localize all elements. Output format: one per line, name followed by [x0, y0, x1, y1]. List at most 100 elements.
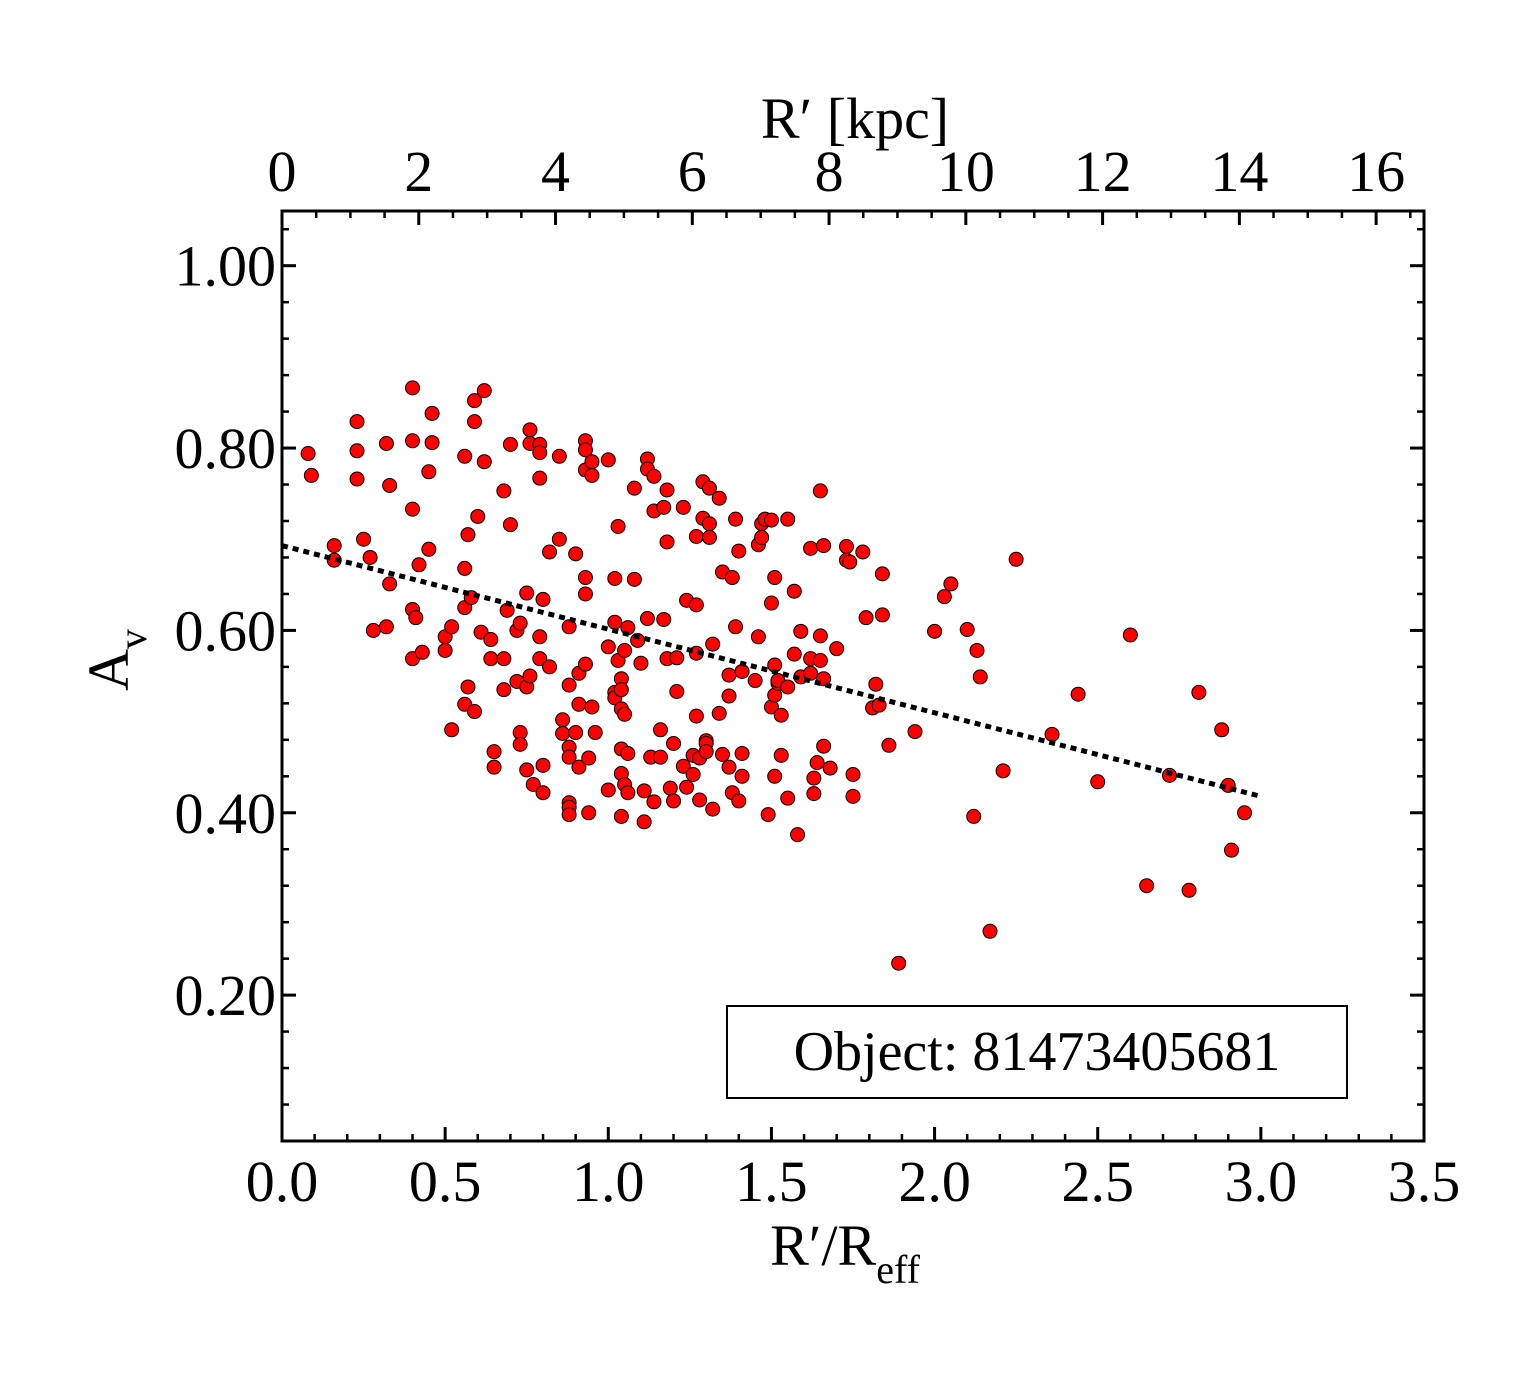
data-point — [656, 611, 672, 627]
data-point — [874, 607, 890, 623]
data-point — [698, 744, 714, 760]
data-point — [656, 499, 672, 515]
data-point — [483, 632, 499, 648]
y-axis-label-subscript: v — [110, 629, 155, 649]
data-point — [457, 448, 473, 464]
data-point — [636, 783, 652, 799]
data-point — [382, 477, 398, 493]
data-point — [659, 482, 675, 498]
data-point — [1191, 684, 1207, 700]
data-point — [555, 725, 571, 741]
data-point — [721, 759, 737, 775]
data-point — [829, 641, 845, 657]
data-point — [568, 725, 584, 741]
data-point — [581, 750, 597, 766]
data-point — [600, 782, 616, 798]
data-point — [1090, 774, 1106, 790]
data-point — [763, 512, 779, 528]
data-point — [535, 757, 551, 773]
data-point — [414, 644, 430, 660]
data-point — [679, 779, 695, 795]
data-point — [809, 755, 825, 771]
y-tick-label: 0.40 — [175, 781, 277, 846]
x-tick-label: 1.0 — [572, 1149, 645, 1214]
data-point — [512, 736, 528, 752]
data-point — [486, 744, 502, 760]
bottom-axis-label-subscript: eff — [876, 1247, 920, 1292]
data-point — [1181, 882, 1197, 898]
data-point — [571, 696, 587, 712]
data-point — [437, 642, 453, 658]
data-point — [382, 576, 398, 592]
data-point — [659, 534, 675, 550]
data-point — [496, 651, 512, 667]
data-point — [577, 656, 593, 672]
data-points — [300, 380, 1253, 971]
data-point — [542, 659, 558, 675]
data-point — [750, 629, 766, 645]
data-point — [577, 442, 593, 458]
data-point — [467, 393, 483, 409]
data-point — [613, 682, 629, 698]
data-point — [519, 585, 535, 601]
data-point — [587, 725, 603, 741]
data-point — [705, 636, 721, 652]
data-point — [1044, 726, 1060, 742]
data-point — [561, 619, 577, 635]
data-point — [1122, 627, 1138, 643]
top-tick-label: 14 — [1210, 139, 1268, 204]
data-point — [326, 538, 342, 554]
data-point — [675, 758, 691, 774]
data-point — [467, 414, 483, 430]
data-point — [669, 650, 685, 666]
data-point — [522, 422, 538, 438]
y-tick-label: 0.20 — [175, 963, 277, 1028]
y-tick-label: 1.00 — [175, 234, 277, 299]
data-point — [532, 445, 548, 461]
data-point — [806, 770, 822, 786]
data-point — [907, 724, 923, 740]
data-point — [711, 705, 727, 721]
data-point — [724, 570, 740, 586]
data-point — [943, 576, 959, 592]
data-point — [688, 708, 704, 724]
data-point — [476, 454, 492, 470]
data-point — [842, 554, 858, 570]
data-point — [803, 665, 819, 681]
data-point — [760, 807, 776, 823]
top-tick-label: 16 — [1347, 139, 1405, 204]
data-point — [551, 531, 567, 547]
data-point — [532, 651, 548, 667]
data-point — [874, 566, 890, 582]
data-point — [701, 480, 717, 496]
tick-labels: 0.0 0.5 1.0 1.5 2.0 2.5 3.0 3.5 0 2 4 6 8 10 12 14 16 0.2… — [175, 139, 1461, 1214]
bottom-axis-label-main: R′/R — [770, 1213, 876, 1278]
data-point — [349, 443, 365, 459]
data-point — [633, 655, 649, 671]
data-point — [793, 623, 809, 639]
x-tick-label: 3.0 — [1225, 1149, 1298, 1214]
data-point — [512, 615, 528, 631]
data-point — [486, 759, 502, 775]
x-tick-label: 0.0 — [246, 1149, 319, 1214]
data-point — [607, 614, 623, 630]
data-point — [1139, 878, 1155, 894]
data-point — [754, 529, 770, 545]
data-point — [356, 531, 372, 547]
data-point — [600, 452, 616, 468]
data-point — [688, 597, 704, 613]
data-point — [959, 622, 975, 637]
data-point — [405, 501, 421, 517]
data-point — [626, 480, 642, 496]
data-point — [349, 414, 365, 430]
data-point — [577, 586, 593, 602]
data-point — [891, 955, 907, 971]
data-point — [721, 667, 737, 683]
plot-frame — [280, 209, 1426, 1143]
data-point — [763, 595, 779, 611]
data-point — [303, 467, 319, 483]
data-point — [711, 490, 727, 506]
data-point — [532, 629, 548, 645]
x-tick-label: 3.5 — [1388, 1149, 1461, 1214]
